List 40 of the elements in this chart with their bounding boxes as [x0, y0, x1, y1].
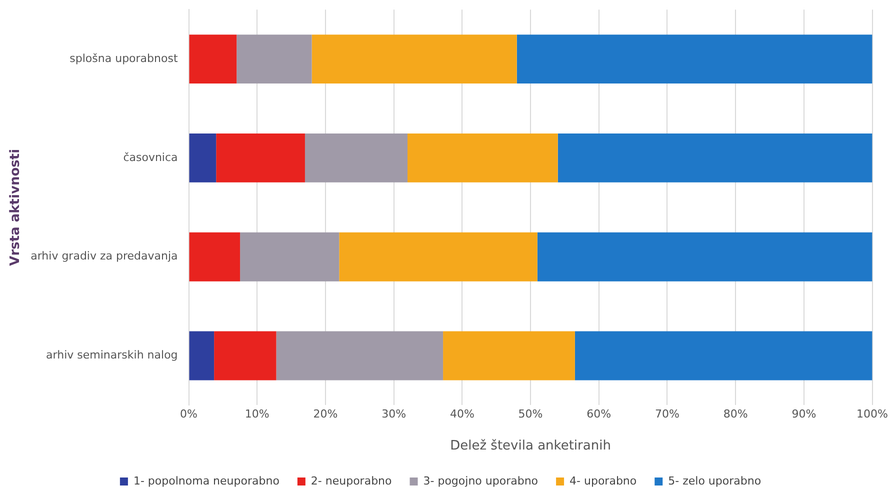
x-tick-label: 20% — [313, 408, 338, 421]
x-tick-label: 60% — [586, 408, 612, 421]
x-tick-label: 100% — [856, 408, 888, 421]
x-tick-label: 30% — [382, 408, 406, 421]
bar — [216, 133, 305, 182]
bar — [189, 34, 237, 84]
y-tick-label: splošna uporabnost — [70, 52, 178, 65]
x-tick-label: 40% — [450, 408, 474, 421]
y-tick-label: arhiv seminarskih nalog — [46, 348, 178, 362]
bar — [312, 34, 517, 84]
bar — [558, 133, 872, 182]
bar — [189, 232, 240, 282]
bar — [304, 133, 408, 182]
x-tick-label: 80% — [723, 408, 748, 421]
x-tick-label: 90% — [792, 408, 816, 421]
x-tick-label: 0% — [180, 408, 198, 421]
bar — [214, 331, 276, 380]
bar — [537, 232, 872, 282]
bar — [443, 331, 575, 380]
y-tick-label: arhiv gradiv za predavanja — [30, 250, 178, 263]
bar — [240, 232, 340, 282]
legend-label: 5- zelo uporabno — [668, 474, 762, 488]
bar — [189, 331, 214, 380]
legend-label: 4- uporabno — [570, 474, 637, 488]
bar — [516, 34, 872, 84]
x-tick-label: 50% — [518, 408, 543, 421]
y-tick-label: časovnica — [123, 150, 178, 164]
x-tick-label: 70% — [655, 408, 680, 421]
bar — [236, 34, 312, 84]
bar — [339, 232, 538, 282]
bar — [276, 331, 444, 380]
bar — [574, 331, 872, 380]
legend-label: 1- popolnoma neuporabno — [133, 474, 280, 488]
bar — [408, 133, 558, 182]
y-axis-title: Vrsta aktivnosti — [8, 148, 24, 266]
bar — [189, 133, 216, 182]
legend-label: 2- neuporabno — [310, 474, 392, 488]
legend-label: 3- pogojno uporabno — [423, 474, 538, 488]
x-axis-title: Delež števila anketiranih — [450, 438, 611, 454]
x-tick-label: 10% — [244, 408, 270, 421]
